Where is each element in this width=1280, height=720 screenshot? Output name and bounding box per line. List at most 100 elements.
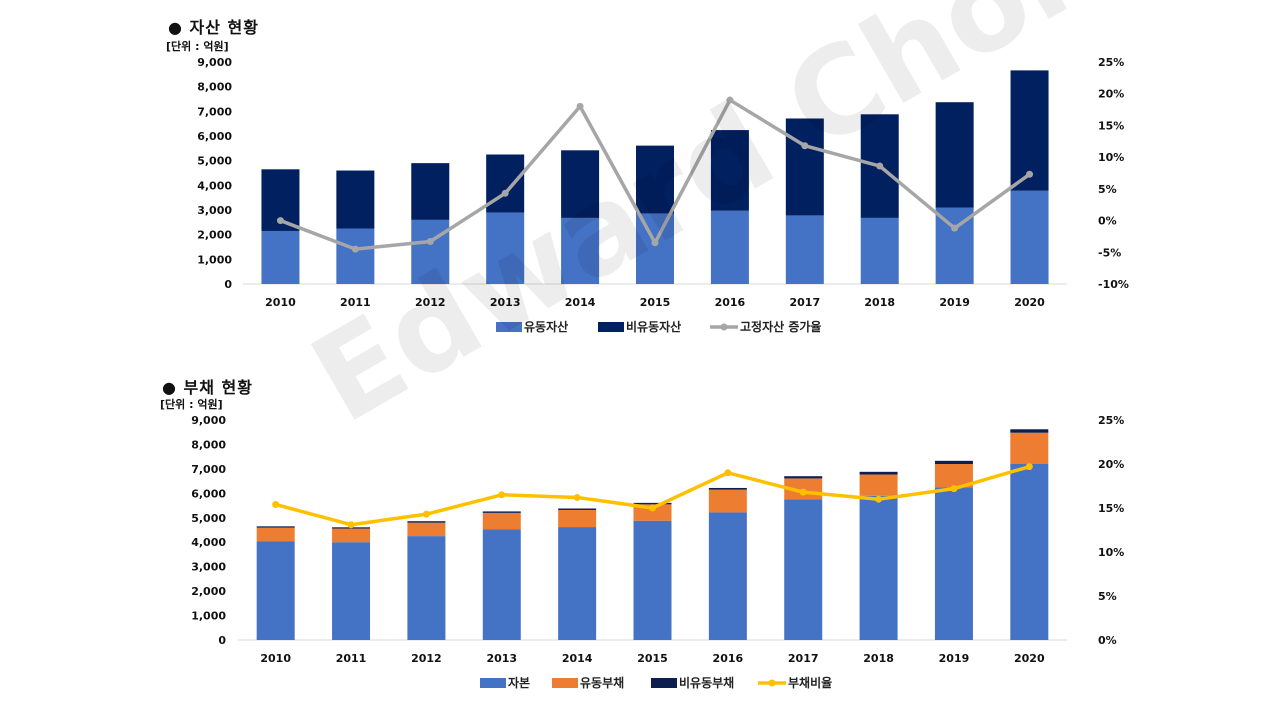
debt-bar-자본 xyxy=(407,536,446,640)
assets-legend-swatch xyxy=(496,322,522,332)
debt-y-tick: 0 xyxy=(218,634,226,647)
debt-bar-자본 xyxy=(784,499,823,640)
debt-legend-label: 부채비율 xyxy=(788,675,832,690)
assets-bar-비유동자산 xyxy=(710,130,749,211)
assets-x-tick: 2012 xyxy=(415,296,446,309)
assets-bar-유동자산 xyxy=(710,210,749,284)
debt-bar-비유동부채 xyxy=(784,476,823,479)
assets-bar-유동자산 xyxy=(486,212,525,284)
assets-x-tick: 2019 xyxy=(939,296,970,309)
debt-line-point xyxy=(1025,463,1033,471)
debt-x-tick: 2019 xyxy=(939,652,970,665)
assets-legend-marker xyxy=(720,323,728,331)
assets-y2-tick: 5% xyxy=(1098,183,1117,196)
debt-bar-유동부채 xyxy=(332,528,371,543)
assets-bar-비유동자산 xyxy=(935,102,974,208)
debt-bar-자본 xyxy=(859,495,898,640)
debt-x-tick: 2010 xyxy=(260,652,291,665)
assets-bar-유동자산 xyxy=(561,217,600,284)
assets-y2-tick: -5% xyxy=(1098,246,1121,259)
debt-y-tick: 6,000 xyxy=(191,487,226,500)
assets-y-tick: 2,000 xyxy=(197,229,232,242)
assets-legend-swatch xyxy=(598,322,624,332)
assets-y-tick: 6,000 xyxy=(197,130,232,143)
debt-bar-비유동부채 xyxy=(256,526,295,528)
assets-line-point xyxy=(801,142,809,150)
debt-bar-자본 xyxy=(633,520,672,640)
debt-y2-tick: 0% xyxy=(1098,634,1117,647)
debt-line-point xyxy=(950,485,958,493)
assets-legend-label: 유동자산 xyxy=(524,319,568,334)
debt-x-tick: 2018 xyxy=(863,652,894,665)
assets-line-point xyxy=(501,189,509,197)
debt-y-tick: 5,000 xyxy=(191,512,226,525)
debt-bar-자본 xyxy=(1010,464,1049,640)
assets-x-tick: 2017 xyxy=(790,296,821,309)
assets-bar-비유동자산 xyxy=(1010,70,1049,191)
assets-x-tick: 2010 xyxy=(265,296,296,309)
assets-bar-비유동자산 xyxy=(561,150,600,218)
debt-x-tick: 2016 xyxy=(713,652,744,665)
assets-bar-유동자산 xyxy=(261,230,300,284)
debt-line-point xyxy=(498,491,506,499)
debt-bar-유동부채 xyxy=(256,527,295,542)
assets-y2-tick: 25% xyxy=(1098,56,1124,69)
debt-line-point xyxy=(724,469,732,477)
assets-line-point xyxy=(351,245,359,253)
assets-x-tick: 2013 xyxy=(490,296,521,309)
debt-bar-자본 xyxy=(558,527,597,640)
debt-y2-tick: 20% xyxy=(1098,458,1124,471)
debt-bar-유동부채 xyxy=(934,464,973,488)
assets-legend-label: 고정자산 증가율 xyxy=(740,319,821,334)
assets-bar-유동자산 xyxy=(785,215,824,284)
assets-y2-tick: -10% xyxy=(1098,278,1129,291)
assets-line-point xyxy=(876,162,884,170)
debt-bar-비유동부채 xyxy=(859,471,898,475)
debt-unit-label: [단위 : 억원] xyxy=(160,398,223,411)
assets-chart-title: ● 자산 현황 xyxy=(168,18,259,37)
debt-legend-label: 유동부채 xyxy=(580,675,624,690)
debt-bar-자본 xyxy=(934,487,973,640)
assets-x-tick: 2014 xyxy=(565,296,596,309)
assets-y-tick: 4,000 xyxy=(197,179,232,192)
debt-x-tick: 2014 xyxy=(562,652,593,665)
debt-x-tick: 2013 xyxy=(486,652,517,665)
assets-line-point xyxy=(276,217,284,225)
assets-x-tick: 2020 xyxy=(1014,296,1045,309)
assets-bar-비유동자산 xyxy=(336,170,375,229)
debt-legend-label: 비유동부채 xyxy=(679,675,734,690)
debt-y-tick: 3,000 xyxy=(191,561,226,574)
assets-y-tick: 0 xyxy=(224,278,232,291)
assets-line-point xyxy=(426,238,434,246)
debt-y2-tick: 10% xyxy=(1098,546,1124,559)
assets-y2-tick: 0% xyxy=(1098,215,1117,228)
assets-y2-tick: 20% xyxy=(1098,88,1124,101)
debt-bar-비유동부채 xyxy=(708,487,747,490)
debt-line-point xyxy=(799,488,807,496)
debt-chart-title: ● 부채 현황 xyxy=(162,378,253,397)
assets-legend-label: 비유동자산 xyxy=(626,319,681,334)
assets-y-tick: 7,000 xyxy=(197,105,232,118)
debt-bar-비유동부채 xyxy=(633,502,672,505)
debt-legend-swatch xyxy=(552,678,578,688)
debt-x-tick: 2011 xyxy=(336,652,367,665)
assets-bar-유동자산 xyxy=(636,213,674,284)
assets-y-tick: 1,000 xyxy=(197,253,232,266)
debt-line-point xyxy=(573,493,581,501)
debt-y-tick: 1,000 xyxy=(191,610,226,623)
debt-line-point xyxy=(347,521,355,529)
assets-x-tick: 2018 xyxy=(864,296,895,309)
assets-x-tick: 2011 xyxy=(340,296,371,309)
assets-bar-유동자산 xyxy=(860,217,899,284)
debt-y-tick: 7,000 xyxy=(191,463,226,476)
debt-y-tick: 8,000 xyxy=(191,438,226,451)
assets-y-tick: 8,000 xyxy=(197,81,232,94)
debt-bar-비유동부채 xyxy=(934,460,973,464)
debt-bar-유동부채 xyxy=(482,512,521,530)
debt-line-point xyxy=(272,500,280,508)
assets-bar-비유동자산 xyxy=(636,145,674,214)
debt-legend-marker xyxy=(768,679,776,687)
debt-x-tick: 2012 xyxy=(411,652,442,665)
assets-line-point xyxy=(726,96,734,104)
